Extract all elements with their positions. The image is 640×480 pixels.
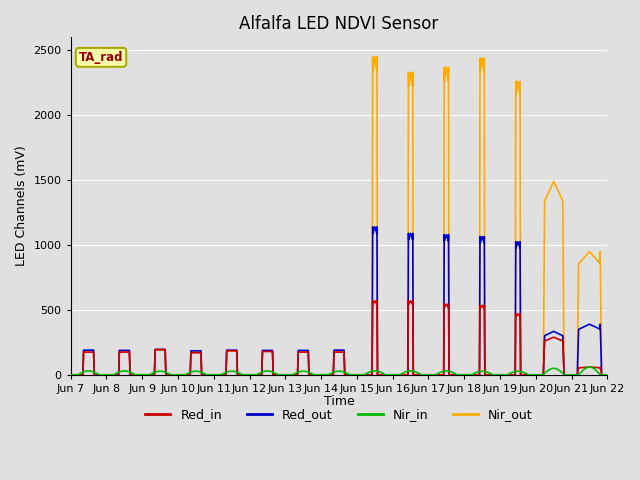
Nir_in xyxy=(350,372,358,378)
Nir_in xyxy=(67,372,74,378)
Red_out xyxy=(531,372,539,378)
Nir_out xyxy=(67,372,74,378)
Line: Nir_in: Nir_in xyxy=(70,367,607,375)
Red_out xyxy=(371,224,379,230)
Legend: Red_in, Red_out, Nir_in, Nir_out: Red_in, Red_out, Nir_in, Nir_out xyxy=(140,403,538,426)
X-axis label: Time: Time xyxy=(324,395,355,408)
Nir_out xyxy=(211,372,218,378)
Line: Nir_out: Nir_out xyxy=(70,57,607,375)
Red_in xyxy=(67,372,74,378)
Nir_out xyxy=(350,372,358,378)
Line: Red_in: Red_in xyxy=(70,301,607,375)
Nir_in xyxy=(604,372,611,378)
Nir_in xyxy=(359,372,367,378)
Nir_out xyxy=(70,372,77,378)
Red_in xyxy=(70,372,77,378)
Red_out xyxy=(70,372,77,378)
Nir_out xyxy=(371,54,379,60)
Line: Red_out: Red_out xyxy=(70,227,607,375)
Nir_in xyxy=(113,371,120,376)
Title: Alfalfa LED NDVI Sensor: Alfalfa LED NDVI Sensor xyxy=(239,15,438,33)
Red_out xyxy=(359,372,367,378)
Nir_out xyxy=(113,372,120,378)
Y-axis label: LED Channels (mV): LED Channels (mV) xyxy=(15,146,28,266)
Red_in xyxy=(371,298,379,304)
Nir_in xyxy=(70,372,77,378)
Red_in xyxy=(113,372,120,378)
Nir_in xyxy=(211,372,218,378)
Red_in xyxy=(531,372,539,378)
Nir_out xyxy=(359,372,367,378)
Nir_in xyxy=(586,364,593,370)
Red_out xyxy=(211,372,218,378)
Red_out xyxy=(67,372,74,378)
Red_out xyxy=(604,372,611,378)
Red_in xyxy=(350,372,358,378)
Red_in xyxy=(359,372,367,378)
Nir_out xyxy=(604,372,611,378)
Red_in xyxy=(604,372,611,378)
Red_out xyxy=(350,372,358,378)
Nir_out xyxy=(531,372,539,378)
Text: TA_rad: TA_rad xyxy=(79,51,124,64)
Red_in xyxy=(211,372,218,378)
Nir_in xyxy=(531,372,539,378)
Red_out xyxy=(113,372,120,378)
